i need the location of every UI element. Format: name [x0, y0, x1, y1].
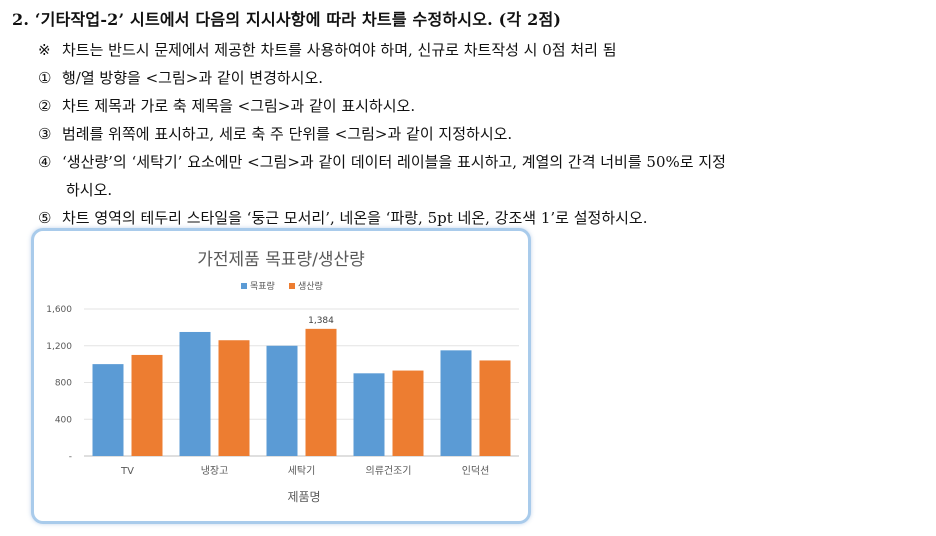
step-mark: ⑤	[38, 209, 52, 227]
chart-area: 가전제품 목표량/생산량 목표량 생산량 - 400 800 1,200 1,600 1,…	[31, 228, 531, 524]
bar-목표량-세탁기	[266, 345, 298, 456]
step-mark: ③	[38, 125, 52, 143]
instruction-3: ③ 범례를 위쪽에 표시하고, 세로 축 주 단위를 <그림>과 같이 지정하시오…	[38, 120, 928, 148]
chart-svg: 가전제품 목표량/생산량 목표량 생산량 - 400 800 1,200 1,600 1,…	[46, 250, 519, 504]
instruction-text: 행/열 방향을 <그림>과 같이 변경하시오.	[62, 69, 324, 87]
x-axis-title: 제품명	[287, 490, 320, 504]
instruction-text: 범례를 위쪽에 표시하고, 세로 축 주 단위를 <그림>과 같이 지정하시오.	[62, 125, 513, 143]
bar-생산량-냉장고	[218, 340, 250, 456]
x-tick-label: 세탁기	[288, 465, 316, 477]
note-mark: ※	[38, 41, 51, 59]
y-axis: - 400 800 1,200 1,600	[46, 305, 72, 462]
y-tick-label: 800	[55, 379, 72, 389]
y-tick-label: 1,600	[46, 305, 72, 315]
instruction-4: ④ ‘생산량’의 ‘세탁기’ 요소에만 <그림>과 같이 데이터 레이블을 표시하…	[38, 148, 928, 176]
step-mark: ②	[38, 97, 52, 115]
bar-목표량-냉장고	[179, 331, 211, 456]
question-title: 2. ‘기타작업-2’ 시트에서 다음의 지시사항에 따라 차트를 수정하시오.…	[12, 10, 562, 29]
instruction-text: 차트 제목과 가로 축 제목을 <그림>과 같이 표시하시오.	[62, 97, 416, 115]
instruction-4-continued: 하시오.	[38, 176, 928, 204]
data-label: 1,384	[308, 316, 334, 326]
y-tick-label: 1,200	[46, 342, 72, 352]
instruction-list: ※ 차트는 반드시 문제에서 제공한 차트를 사용하여야 하며, 신규로 차트작성…	[38, 36, 928, 232]
x-tick-label: 냉장고	[201, 465, 229, 477]
instruction-text: 차트는 반드시 문제에서 제공한 차트를 사용하여야 하며, 신규로 차트작성 …	[62, 41, 617, 59]
chart-legend: 목표량 생산량	[241, 280, 323, 292]
legend-label: 생산량	[298, 280, 323, 292]
y-tick-label: -	[69, 452, 72, 462]
bar-생산량-세탁기	[305, 328, 337, 456]
y-tick-label: 400	[55, 415, 72, 425]
bar-생산량-의류건조기	[392, 370, 424, 456]
bar-목표량-인덕션	[440, 350, 472, 456]
bar-목표량-의류건조기	[353, 373, 385, 456]
instruction-text: ‘생산량’의 ‘세탁기’ 요소에만 <그림>과 같이 데이터 레이블을 표시하고…	[62, 153, 726, 171]
step-mark: ④	[38, 153, 52, 171]
chart-title: 가전제품 목표량/생산량	[197, 250, 365, 270]
instruction-note: ※ 차트는 반드시 문제에서 제공한 차트를 사용하여야 하며, 신규로 차트작성…	[38, 36, 928, 64]
x-tick-label: 인덕션	[462, 465, 490, 477]
x-tick-label: TV	[120, 466, 134, 477]
plot-area: 1,384	[92, 316, 511, 456]
instruction-text: 차트 영역의 테두리 스타일을 ‘둥근 모서리’, 네온을 ‘파랑, 5pt 네…	[62, 209, 648, 227]
instruction-5: ⑤ 차트 영역의 테두리 스타일을 ‘둥근 모서리’, 네온을 ‘파랑, 5pt …	[38, 204, 928, 232]
legend-label: 목표량	[250, 280, 275, 292]
step-mark: ①	[38, 69, 52, 87]
bar-생산량-인덕션	[479, 360, 511, 456]
bar-생산량-TV	[131, 354, 163, 456]
bar-목표량-TV	[92, 364, 124, 456]
instruction-2: ② 차트 제목과 가로 축 제목을 <그림>과 같이 표시하시오.	[38, 92, 928, 120]
x-axis: TV 냉장고 세탁기 의류건조기 인덕션	[120, 465, 489, 477]
x-tick-label: 의류건조기	[366, 465, 412, 477]
instruction-1: ① 행/열 방향을 <그림>과 같이 변경하시오.	[38, 64, 928, 92]
instruction-text: 하시오.	[66, 181, 113, 199]
legend-swatch	[241, 283, 247, 289]
legend-swatch	[289, 283, 295, 289]
